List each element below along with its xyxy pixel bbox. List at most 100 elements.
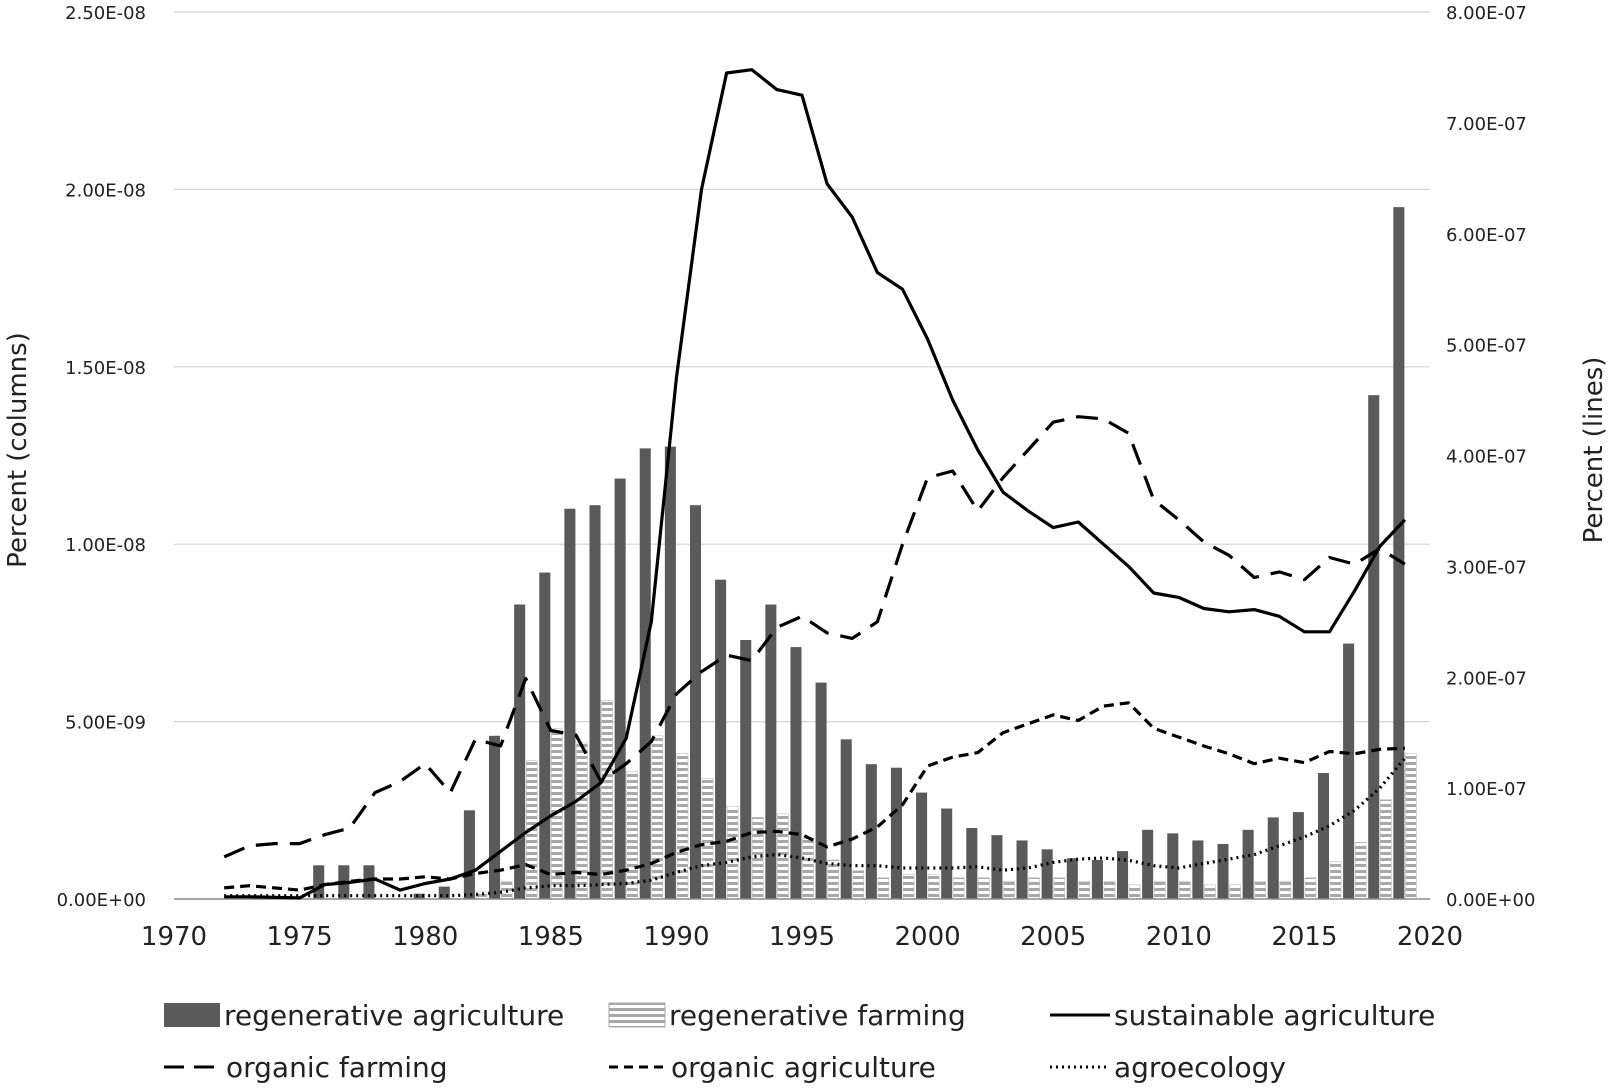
bar-regenerative-agriculture xyxy=(941,808,953,899)
x-tick-label: 2010 xyxy=(1146,922,1212,952)
bar-regenerative-agriculture xyxy=(815,682,827,899)
legend-label-organic-agriculture: organic agriculture xyxy=(671,1051,936,1084)
bar-regenerative-agriculture xyxy=(514,604,526,899)
bars-layer xyxy=(313,207,1417,900)
bar-regenerative-agriculture xyxy=(740,639,752,899)
series-line-organic-farming xyxy=(223,415,1406,859)
x-tick-label: 1975 xyxy=(267,922,333,952)
bar-regenerative-farming xyxy=(1128,884,1141,900)
bar-regenerative-farming xyxy=(1254,880,1267,900)
bar-regenerative-agriculture xyxy=(1217,844,1229,899)
series-line-sustainable-agriculture xyxy=(224,68,1407,900)
bar-regenerative-farming xyxy=(751,817,764,900)
bar-regenerative-agriculture xyxy=(840,739,852,899)
bar-regenerative-farming xyxy=(852,870,865,900)
bar-regenerative-agriculture xyxy=(1091,859,1103,899)
bar-regenerative-farming xyxy=(626,770,639,900)
bar-regenerative-farming xyxy=(1003,880,1015,900)
bar-regenerative-farming xyxy=(1204,884,1216,900)
y-left-tick-label: 1.50E-08 xyxy=(65,358,146,379)
y-left-tick-label: 1.00E-08 xyxy=(65,535,146,556)
bar-regenerative-agriculture xyxy=(1016,840,1028,899)
series-line-agroecology xyxy=(224,757,1407,898)
bar-regenerative-agriculture xyxy=(966,828,978,899)
series-line-organic-agriculture xyxy=(224,701,1405,892)
y-right-tick-label: 7.00E-07 xyxy=(1446,114,1527,135)
y-right-tick-label: 6.00E-07 xyxy=(1446,225,1527,246)
legend-label-regenerative-farming: regenerative farming xyxy=(669,999,966,1032)
bar-regenerative-agriculture xyxy=(438,886,450,899)
y-right-tick-label: 2.00E-07 xyxy=(1446,668,1527,689)
bar-regenerative-agriculture xyxy=(413,893,425,899)
x-tick-label: 1985 xyxy=(518,922,584,952)
bar-regenerative-agriculture xyxy=(991,835,1003,899)
bar-regenerative-farming xyxy=(651,735,664,900)
bar-regenerative-farming xyxy=(1028,877,1040,900)
bar-regenerative-agriculture xyxy=(1292,812,1304,899)
x-tick-label: 1990 xyxy=(643,922,709,952)
y-right-tick-label: 8.00E-07 xyxy=(1446,3,1527,24)
bar-regenerative-farming xyxy=(1405,753,1417,900)
bar-regenerative-farming xyxy=(1379,799,1392,900)
bar-regenerative-agriculture xyxy=(1117,851,1129,899)
y-right-tick-label: 1.00E-07 xyxy=(1446,779,1527,800)
bar-regenerative-farming xyxy=(701,778,714,900)
y-right-tick-label: 5.00E-07 xyxy=(1446,336,1527,357)
bar-regenerative-agriculture xyxy=(1041,849,1053,899)
bar-regenerative-farming xyxy=(902,873,915,900)
bar-regenerative-agriculture xyxy=(463,810,475,899)
bar-regenerative-farming xyxy=(676,753,689,900)
legend-label-agroecology: agroecology xyxy=(1114,1051,1286,1084)
bar-regenerative-agriculture xyxy=(614,478,626,899)
legend-label-organic-farming: organic farming xyxy=(226,1051,448,1084)
bar-regenerative-agriculture xyxy=(765,604,777,899)
bar-regenerative-farming xyxy=(1103,880,1116,900)
bar-regenerative-farming xyxy=(1179,880,1191,900)
legend-label-regenerative-agriculture: regenerative agriculture xyxy=(224,999,564,1032)
bar-regenerative-farming xyxy=(1053,877,1066,900)
bar-regenerative-agriculture xyxy=(313,865,325,899)
x-tick-label: 2000 xyxy=(895,922,961,952)
bar-regenerative-agriculture xyxy=(539,572,551,899)
y-right-tick-label: 3.00E-07 xyxy=(1446,557,1527,578)
bar-regenerative-farming xyxy=(1329,861,1342,900)
bar-regenerative-agriculture xyxy=(589,505,601,899)
bar-regenerative-agriculture xyxy=(564,508,576,899)
x-tick-label: 2005 xyxy=(1020,922,1086,952)
ticks-layer: 0.00E+00 5.00E-09 1.00E-08 1.50E-08 2.00E-08… xyxy=(57,3,1536,952)
bar-regenerative-farming xyxy=(1279,880,1292,900)
x-tick-label: 1995 xyxy=(769,922,835,952)
y-left-tick-label: 2.00E-08 xyxy=(65,180,146,201)
bar-regenerative-agriculture xyxy=(790,647,802,899)
legend-swatch-regenerative-agriculture xyxy=(164,1003,220,1027)
bar-regenerative-farming xyxy=(952,877,965,900)
bar-regenerative-farming xyxy=(927,873,940,900)
y-left-tick-label: 5.00E-09 xyxy=(65,713,146,734)
bar-regenerative-farming xyxy=(576,742,588,900)
bar-regenerative-farming xyxy=(978,877,990,900)
bar-regenerative-agriculture xyxy=(1192,840,1204,899)
legend-label-sustainable-agriculture: sustainable agriculture xyxy=(1114,999,1435,1032)
legend-swatch-regenerative-farming xyxy=(608,1002,666,1028)
y-left-tick-label: 2.50E-08 xyxy=(65,3,146,24)
bar-regenerative-agriculture xyxy=(1242,829,1254,899)
bar-regenerative-farming xyxy=(1229,884,1241,900)
bar-regenerative-farming xyxy=(1153,880,1166,900)
bar-regenerative-agriculture xyxy=(639,448,651,899)
bar-regenerative-agriculture xyxy=(890,767,902,899)
y-left-axis-title: Percent (columns) xyxy=(3,332,33,568)
bar-regenerative-agriculture xyxy=(1066,858,1078,899)
bar-regenerative-farming xyxy=(1304,877,1317,900)
x-tick-label: 2020 xyxy=(1397,922,1463,952)
bar-regenerative-agriculture xyxy=(715,579,727,899)
y-right-tick-label: 4.00E-07 xyxy=(1446,447,1527,468)
bar-regenerative-agriculture xyxy=(689,505,702,899)
x-tick-label: 1970 xyxy=(141,922,207,952)
bar-regenerative-agriculture xyxy=(664,446,676,899)
bar-regenerative-agriculture xyxy=(1317,773,1330,899)
bar-regenerative-agriculture xyxy=(1368,395,1380,899)
lines-layer xyxy=(223,68,1407,900)
bar-regenerative-farming xyxy=(726,806,739,900)
x-tick-label: 2015 xyxy=(1271,922,1337,952)
